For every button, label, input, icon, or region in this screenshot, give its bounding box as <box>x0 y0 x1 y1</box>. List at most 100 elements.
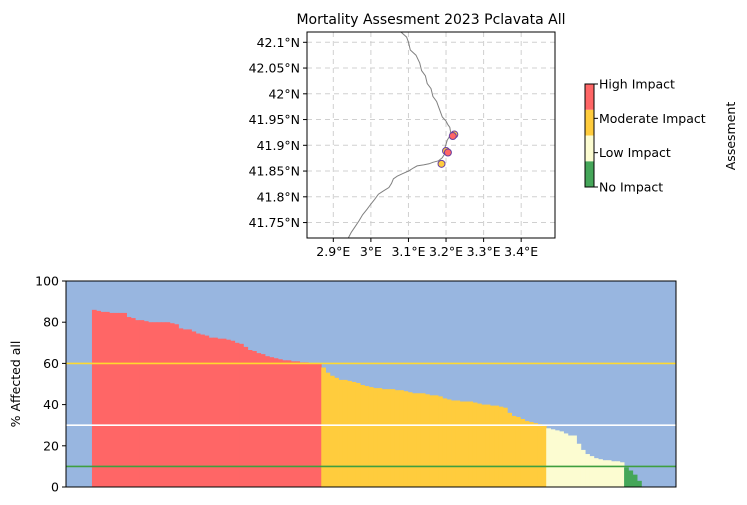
threshold-lines <box>66 362 676 468</box>
bar <box>208 337 214 487</box>
bar <box>589 456 595 487</box>
bar <box>122 312 127 487</box>
bar <box>394 390 400 487</box>
bar <box>485 404 491 487</box>
colorbar-frame <box>584 83 595 188</box>
colorbar-segment-low <box>585 135 594 162</box>
map-x-tick-label: 3.2°E <box>429 244 463 259</box>
bar-y-axis-label: % Affected all <box>8 341 23 428</box>
bar <box>195 333 201 487</box>
bar <box>580 449 586 487</box>
bar <box>425 394 430 487</box>
bar <box>637 480 642 487</box>
bar <box>200 334 205 487</box>
colorbar-title: Assesment <box>723 102 738 171</box>
bar-y-tick-label: 60 <box>43 356 59 371</box>
bar <box>277 359 283 487</box>
bar <box>489 405 495 487</box>
bar <box>377 388 383 487</box>
bar <box>407 392 413 487</box>
bar <box>213 337 218 487</box>
bar <box>606 460 612 487</box>
bar <box>593 458 599 487</box>
map-point <box>448 132 457 141</box>
bar <box>290 361 296 487</box>
bar <box>178 328 184 487</box>
bar <box>182 329 188 487</box>
bar <box>624 467 629 487</box>
bar-y-tick-label: 20 <box>43 438 59 453</box>
bar <box>628 470 634 487</box>
bar <box>161 322 166 487</box>
bar <box>476 403 482 487</box>
bar <box>399 390 404 487</box>
map-y-tick-label: 42°N <box>268 86 300 101</box>
bar <box>91 309 97 487</box>
bar <box>286 360 292 487</box>
map-y-tick-label: 41.95°N <box>249 112 300 127</box>
bar <box>321 367 326 487</box>
colorbar-label-moderate: Moderate Impact <box>599 111 706 126</box>
map-x-tick-label: 3.3°E <box>467 244 501 259</box>
bar <box>433 395 439 487</box>
bar <box>204 335 210 487</box>
bar <box>104 311 110 487</box>
bar <box>217 338 223 487</box>
bar <box>169 323 175 487</box>
bar <box>563 433 569 487</box>
map-point <box>437 159 446 168</box>
bar <box>187 329 192 487</box>
bar <box>598 459 603 487</box>
bar <box>459 401 465 487</box>
colorbar-label-low: Low Impact <box>599 145 671 160</box>
bar <box>342 379 348 487</box>
map-y-tick-label: 42.1°N <box>257 35 300 50</box>
map-x-tick-label: 3.1°E <box>391 244 425 259</box>
bar <box>554 430 560 487</box>
bar-y-tick-label: 80 <box>43 315 59 330</box>
bar <box>252 351 257 487</box>
bar <box>420 393 426 487</box>
bar <box>338 379 344 487</box>
bar <box>442 398 448 487</box>
bar <box>156 322 162 487</box>
bar <box>325 372 331 487</box>
map-x-tick-label: 3°E <box>360 244 382 259</box>
bar <box>295 361 301 487</box>
bar <box>567 435 573 487</box>
bar <box>100 311 106 487</box>
bar <box>117 312 123 487</box>
bar <box>269 357 275 487</box>
bar <box>386 389 391 487</box>
bar <box>572 435 577 487</box>
bar <box>334 377 339 487</box>
bar <box>351 381 357 487</box>
bar <box>429 395 435 487</box>
bar <box>416 393 422 487</box>
bar <box>541 425 547 487</box>
bar <box>260 354 266 487</box>
bar-y-axis: 0 20 40 60 80 100 <box>35 274 66 495</box>
chart-title: Mortality Assesment 2023 Pclavata All <box>296 12 565 28</box>
bar <box>373 388 378 487</box>
colorbar-labels: No Impact Low Impact Moderate Impact High I… <box>594 77 706 195</box>
bar <box>329 375 335 487</box>
bar <box>403 391 409 487</box>
bar <box>615 461 621 487</box>
map-y-tick-label: 42.05°N <box>249 61 300 76</box>
colorbar-segments <box>585 84 594 187</box>
bar <box>347 380 352 487</box>
bar <box>130 318 136 487</box>
bar <box>438 396 443 487</box>
bar <box>533 423 538 487</box>
map-y-axis: 41.75°N 41.8°N 41.85°N 41.9°N 41.95°N 42°N 42.… <box>249 35 307 230</box>
map-y-tick-label: 41.8°N <box>257 189 300 204</box>
bar <box>507 412 513 487</box>
bar <box>152 322 158 487</box>
colorbar-label-none: No Impact <box>599 180 663 195</box>
bar <box>126 317 132 487</box>
bar <box>364 386 370 487</box>
bar <box>273 358 279 487</box>
bar <box>502 407 508 487</box>
bar <box>550 429 556 487</box>
